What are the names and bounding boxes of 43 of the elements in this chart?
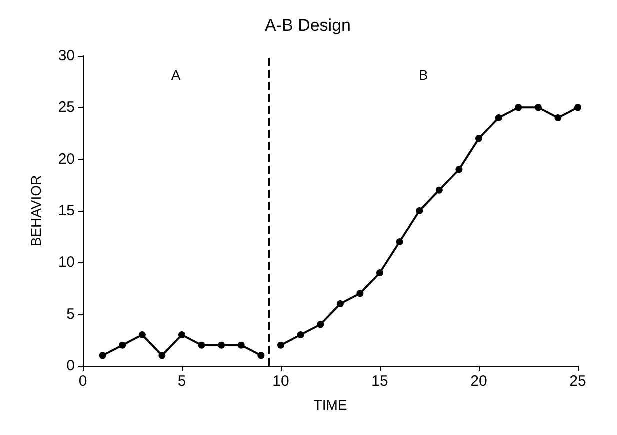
x-tick-label: 25: [570, 373, 586, 390]
point: [476, 135, 482, 142]
point: [515, 104, 522, 112]
point: [218, 342, 226, 349]
point: [534, 104, 542, 112]
annotation: A: [171, 67, 182, 83]
x-axis-title: TIME: [314, 397, 348, 413]
point: [198, 342, 206, 349]
point: [297, 332, 304, 338]
annotation: B: [418, 67, 428, 83]
point: [336, 300, 344, 308]
chart-title: A-B Design: [265, 16, 351, 35]
point: [356, 290, 364, 298]
x-tick-label: 0: [78, 373, 88, 390]
y-tick-label: 15: [58, 202, 75, 220]
point: [278, 342, 284, 349]
y-tick-label: 0: [66, 358, 75, 374]
point: [376, 270, 384, 276]
point: [554, 114, 562, 122]
y-tick-label: 30: [58, 48, 75, 64]
point: [138, 332, 146, 338]
point: [119, 342, 126, 349]
point: [258, 352, 265, 360]
x-tick-label: 5: [178, 373, 186, 390]
x-tick-label: 10: [272, 373, 290, 390]
point: [99, 352, 106, 360]
x-tick-label: 20: [470, 373, 488, 390]
y-tick-label: 25: [58, 99, 75, 116]
point: [158, 352, 166, 360]
point: [238, 342, 245, 349]
point: [396, 238, 404, 246]
y-tick-label: 20: [58, 150, 75, 168]
x-tick-label: 15: [372, 373, 388, 390]
y-tick-label: 10: [58, 254, 75, 272]
point: [416, 208, 424, 214]
point: [574, 104, 582, 112]
point: [178, 332, 186, 338]
point: [436, 186, 443, 194]
y-tick-label: 5: [66, 306, 75, 323]
point: [495, 114, 502, 122]
point: [317, 321, 324, 328]
y-axis-title: BEHAVIOR: [28, 175, 44, 247]
point: [456, 166, 463, 174]
